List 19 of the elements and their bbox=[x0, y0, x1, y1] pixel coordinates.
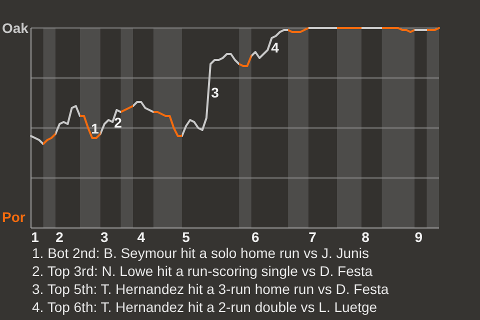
text: Oak bbox=[2, 20, 29, 36]
x-tick-label: 1 bbox=[31, 229, 40, 245]
x-tick-label: 3 bbox=[100, 229, 109, 245]
annotation: 1 bbox=[91, 120, 100, 137]
text: 1. Bot 2nd: B. Seymour hit a solo home run vs J. Junis bbox=[32, 245, 369, 261]
x-tick-label: 6 bbox=[252, 229, 260, 245]
annotation: 2 bbox=[114, 114, 122, 131]
x-tick-label: 7 bbox=[308, 229, 317, 245]
x-tick-label: 2 bbox=[56, 229, 64, 245]
x-tick-label: 9 bbox=[414, 229, 423, 245]
x-tick-label: 5 bbox=[182, 229, 190, 245]
x-tick-label: 8 bbox=[362, 229, 370, 245]
text: Por bbox=[2, 209, 26, 225]
annotation: 3 bbox=[211, 84, 220, 101]
text: 4. Top 6th: T. Hernandez hit a 2-run double vs L. Luetge bbox=[32, 299, 378, 315]
text: 2. Top 3rd: N. Lowe hit a run-scoring single vs D. Festa bbox=[32, 263, 373, 279]
text: 3. Top 5th: T. Hernandez hit a 3-run home run vs D. Festa bbox=[32, 281, 389, 297]
annotation: 4 bbox=[271, 40, 280, 56]
x-tick-label: 4 bbox=[137, 229, 146, 245]
